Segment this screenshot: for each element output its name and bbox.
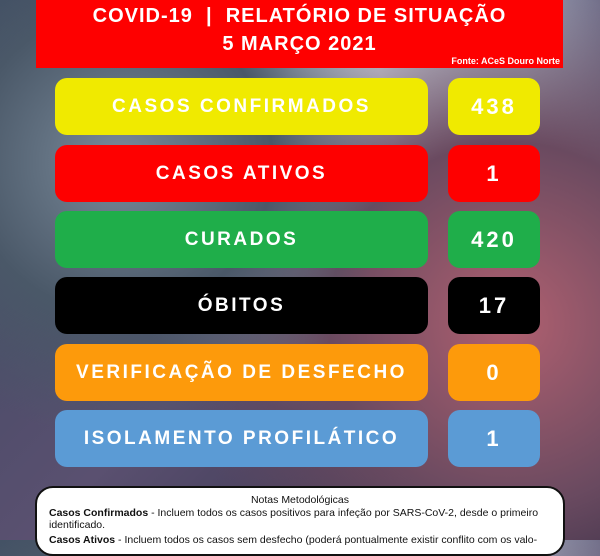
- report-header: COVID-19 | RELATÓRIO DE SITUAÇÃO 5 MARÇO…: [36, 0, 563, 68]
- note-text: - Incluem todos os casos positivos para …: [49, 507, 539, 531]
- stat-value: 1: [448, 410, 540, 467]
- stat-value: 0: [448, 344, 540, 401]
- note-item: Casos Ativos - Incluem todos os casos se…: [49, 534, 551, 546]
- source-label: Fonte: ACeS Douro Norte: [451, 56, 560, 66]
- report-title: COVID-19 | RELATÓRIO DE SITUAÇÃO: [92, 5, 507, 27]
- note-item: Casos Confirmados - Incluem todos os cas…: [49, 507, 551, 531]
- note-text: - Incluem todos os casos sem desfecho (p…: [115, 534, 538, 546]
- stat-value: 17: [448, 277, 540, 334]
- stat-row: CASOS CONFIRMADOS 438: [55, 78, 540, 135]
- methodology-notes: Notas Metodológicas Casos Confirmados - …: [35, 486, 565, 556]
- stat-row: CURADOS 420: [55, 211, 540, 268]
- stat-label: CASOS CONFIRMADOS: [55, 78, 428, 135]
- stat-row: ISOLAMENTO PROFILÁTICO 1: [55, 410, 540, 467]
- stat-value: 1: [448, 145, 540, 202]
- stat-value: 438: [448, 78, 540, 135]
- stat-row: VERIFICAÇÃO DE DESFECHO 0: [55, 344, 540, 401]
- stat-row: ÓBITOS 17: [55, 277, 540, 334]
- stat-label: ÓBITOS: [55, 277, 428, 334]
- stat-label: ISOLAMENTO PROFILÁTICO: [55, 410, 428, 467]
- note-term: Casos Confirmados: [49, 507, 149, 519]
- stat-label: CURADOS: [55, 211, 428, 268]
- notes-title: Notas Metodológicas: [250, 494, 350, 506]
- stat-label: CASOS ATIVOS: [55, 145, 428, 202]
- stat-label: VERIFICAÇÃO DE DESFECHO: [55, 344, 428, 401]
- report-date: 5 MARÇO 2021: [222, 33, 377, 55]
- note-term: Casos Ativos: [49, 534, 116, 546]
- stat-row: CASOS ATIVOS 1: [55, 145, 540, 202]
- stat-value: 420: [448, 211, 540, 268]
